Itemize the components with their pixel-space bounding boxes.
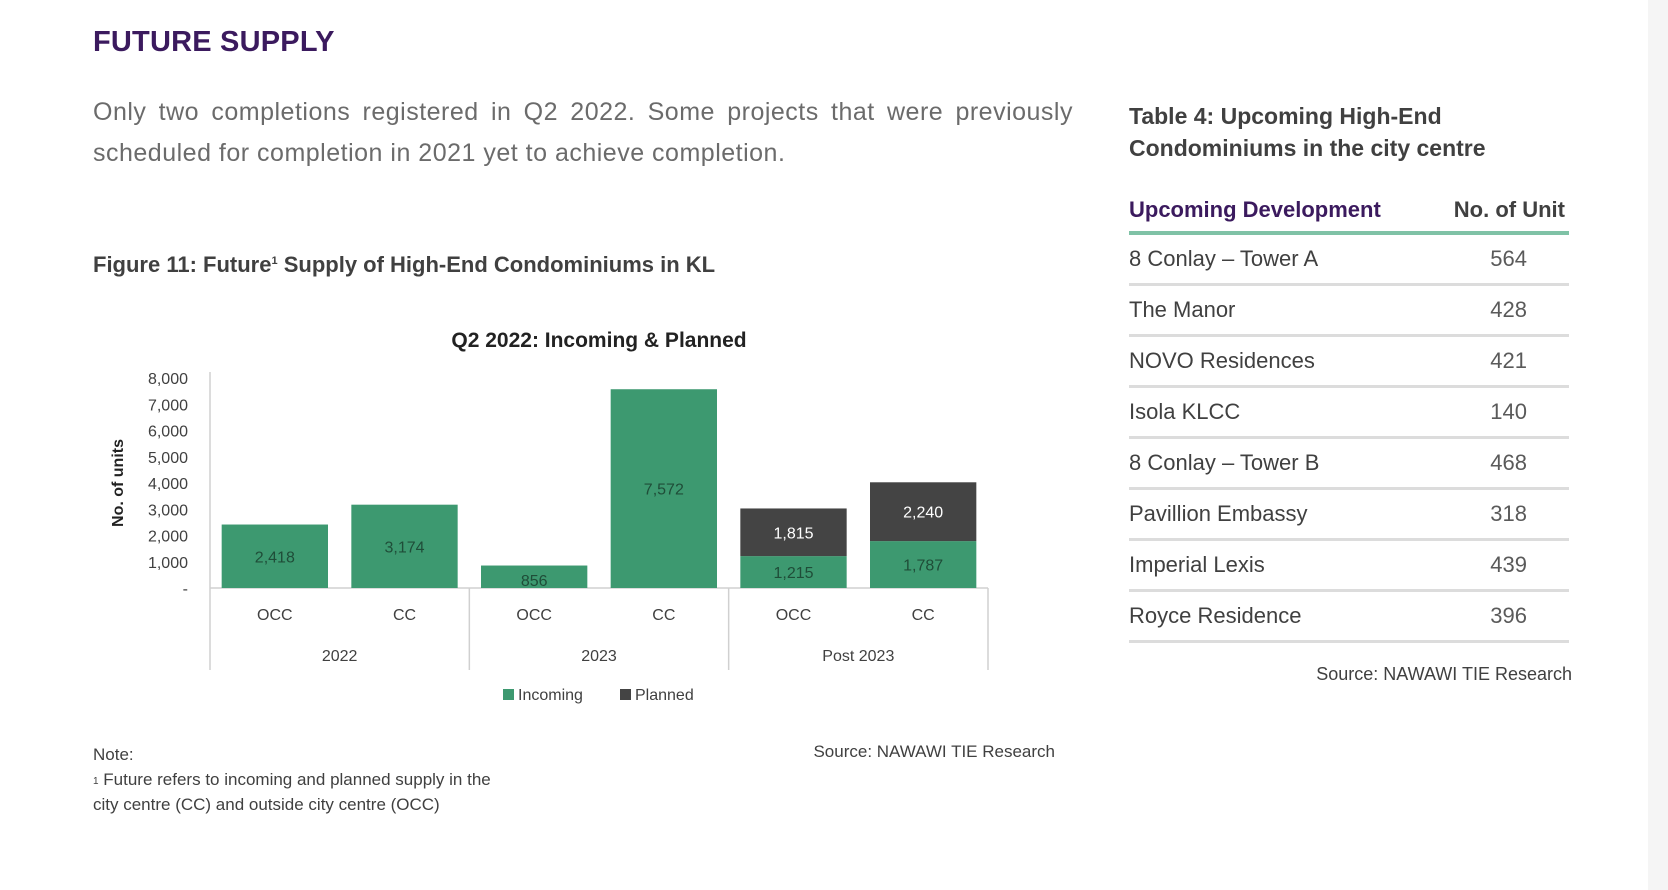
development-name: Royce Residence bbox=[1129, 590, 1431, 643]
page-edge bbox=[1648, 0, 1668, 890]
legend-swatch-planned bbox=[620, 689, 631, 700]
y-tick-label: 8,000 bbox=[148, 371, 188, 388]
table-row: Imperial Lexis 439 bbox=[1129, 539, 1569, 592]
section-title: FUTURE SUPPLY bbox=[93, 26, 335, 58]
y-tick-label: 6,000 bbox=[148, 424, 188, 441]
unit-count: 439 bbox=[1430, 539, 1569, 592]
note-footnote-mark: 1 bbox=[93, 776, 99, 787]
table-caption-line-2: Condominiums in the city centre bbox=[1129, 135, 1486, 161]
table-row: 8 Conlay – Tower A 564 bbox=[1129, 233, 1569, 286]
figure-title-suffix: Supply of High-End Condominiums in KL bbox=[277, 252, 716, 277]
y-tick-label: 1,000 bbox=[148, 555, 188, 572]
figure-title-footnote-mark: 1 bbox=[271, 255, 278, 267]
header-development: Upcoming Development bbox=[1129, 188, 1431, 235]
bar-data-label: 3,174 bbox=[384, 539, 424, 556]
table-row: The Manor 428 bbox=[1129, 284, 1569, 337]
table-header-row: Upcoming Development No. of Unit bbox=[1129, 188, 1569, 235]
intro-paragraph: Only two completions registered in Q2 20… bbox=[93, 98, 1073, 167]
x-tick-label: OCC bbox=[257, 607, 293, 624]
table-row: Royce Residence 396 bbox=[1129, 590, 1569, 643]
bar-incoming bbox=[481, 565, 588, 588]
unit-count: 564 bbox=[1430, 233, 1569, 286]
unit-count: 396 bbox=[1430, 590, 1569, 643]
y-tick-label: 4,000 bbox=[148, 476, 188, 493]
unit-count: 318 bbox=[1430, 488, 1569, 541]
note-line-2: city centre (CC) and outside city centre… bbox=[93, 795, 440, 814]
figure-title: Figure 11: Future1 Supply of High-End Co… bbox=[93, 252, 715, 278]
chart-note: Note: 1 Future refers to incoming and pl… bbox=[93, 742, 491, 817]
note-text-1: Future refers to incoming and planned su… bbox=[98, 770, 491, 789]
y-tick-label: 7,000 bbox=[148, 397, 188, 414]
bar-data-label: 1,815 bbox=[773, 525, 813, 542]
bar-incoming bbox=[870, 541, 977, 588]
chart-source: Source: NAWAWI TIE Research bbox=[813, 742, 1055, 761]
unit-count: 428 bbox=[1430, 284, 1569, 337]
development-name: NOVO Residences bbox=[1129, 335, 1431, 388]
bar-incoming bbox=[740, 556, 847, 588]
table-caption-line-1: Table 4: Upcoming High-End bbox=[1129, 103, 1442, 129]
bar-data-label: 2,240 bbox=[903, 505, 943, 522]
table-source: Source: NAWAWI TIE Research bbox=[1316, 664, 1572, 684]
bar-data-label: 7,572 bbox=[644, 482, 684, 499]
x-tick-label: OCC bbox=[516, 607, 552, 624]
legend-label-incoming: Incoming bbox=[518, 687, 583, 704]
bar-incoming bbox=[351, 504, 458, 588]
unit-count: 421 bbox=[1430, 335, 1569, 388]
y-tick-label: 5,000 bbox=[148, 450, 188, 467]
bar-incoming bbox=[221, 524, 328, 588]
x-tick-label: CC bbox=[393, 607, 416, 624]
legend-label-planned: Planned bbox=[635, 687, 694, 704]
header-units: No. of Unit bbox=[1430, 188, 1569, 235]
y-axis-label: No. of units bbox=[110, 439, 127, 527]
figure-title-prefix: Figure 11: Future bbox=[93, 252, 272, 277]
y-tick-label: - bbox=[183, 581, 188, 598]
bar-data-label: 1,787 bbox=[903, 558, 943, 575]
legend-swatch-incoming bbox=[503, 689, 514, 700]
table-caption: Table 4: Upcoming High-End Condominiums … bbox=[1129, 100, 1549, 164]
note-heading: Note: bbox=[93, 745, 134, 764]
unit-count: 468 bbox=[1430, 437, 1569, 490]
development-name: Pavillion Embassy bbox=[1129, 488, 1431, 541]
x-group-label: Post 2023 bbox=[822, 648, 894, 665]
y-tick-label: 3,000 bbox=[148, 502, 188, 519]
bar-planned bbox=[740, 508, 847, 557]
chart-title: Q2 2022: Incoming & Planned bbox=[451, 329, 746, 352]
table-row: NOVO Residences 421 bbox=[1129, 335, 1569, 388]
development-name: 8 Conlay – Tower B bbox=[1129, 437, 1431, 490]
y-tick-label: 2,000 bbox=[148, 529, 188, 546]
x-tick-label: CC bbox=[912, 607, 935, 624]
development-name: Isola KLCC bbox=[1129, 386, 1431, 439]
x-group-label: 2023 bbox=[581, 648, 617, 665]
bar-incoming bbox=[610, 389, 717, 588]
development-name: 8 Conlay – Tower A bbox=[1129, 233, 1431, 286]
supply-chart: Q2 2022: Incoming & Planned No. of units -… bbox=[110, 329, 989, 704]
table-row: Isola KLCC 140 bbox=[1129, 386, 1569, 439]
upcoming-developments-table: Upcoming Development No. of Unit 8 Conla… bbox=[1129, 188, 1569, 643]
table-row: Pavillion Embassy 318 bbox=[1129, 488, 1569, 541]
bar-data-label: 2,418 bbox=[255, 549, 295, 566]
x-group-label: 2022 bbox=[322, 648, 358, 665]
bar-planned bbox=[870, 482, 977, 542]
note-line-1: 1 Future refers to incoming and planned … bbox=[93, 767, 491, 792]
development-name: The Manor bbox=[1129, 284, 1431, 337]
bar-data-label: 1,215 bbox=[773, 565, 813, 582]
table-row: 8 Conlay – Tower B 468 bbox=[1129, 437, 1569, 490]
development-name: Imperial Lexis bbox=[1129, 539, 1431, 592]
x-tick-label: CC bbox=[652, 607, 675, 624]
unit-count: 140 bbox=[1430, 386, 1569, 439]
bar-data-label: 856 bbox=[521, 573, 548, 590]
x-tick-label: OCC bbox=[776, 607, 812, 624]
